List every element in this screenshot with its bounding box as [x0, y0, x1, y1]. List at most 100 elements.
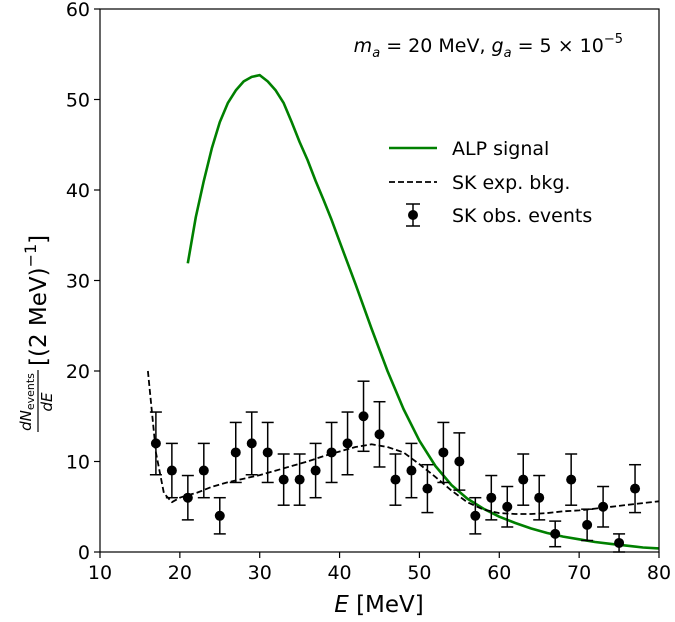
data-marker: [214, 510, 225, 521]
data-marker: [358, 411, 369, 422]
data-marker: [502, 501, 513, 512]
data-marker: [326, 447, 337, 458]
svg-text:dNevents: dNevents: [17, 373, 37, 431]
ga-value: = 5 × 10: [512, 35, 604, 57]
legend: ALP signal SK exp. bkg. SK obs. events: [389, 138, 592, 227]
x-tick-label: 40: [327, 562, 351, 584]
data-marker: [614, 537, 625, 548]
sk-obs-point: [421, 463, 434, 514]
ma-value: = 20 MeV,: [380, 35, 491, 57]
ga-symbol: g: [492, 35, 504, 57]
sk-obs-point: [565, 453, 578, 506]
ga-exponent: −5: [604, 32, 623, 47]
sk-obs-point: [341, 411, 354, 476]
data-marker: [262, 447, 273, 458]
sk-obs-point: [149, 411, 162, 476]
plot-frame: [99, 8, 660, 553]
data-marker: [278, 474, 289, 485]
data-marker: [582, 519, 593, 530]
x-tick-label: 10: [88, 562, 112, 584]
x-axis-symbol: E: [334, 592, 349, 618]
data-marker: [486, 492, 497, 503]
data-marker: [342, 438, 353, 449]
x-tick-label: 50: [407, 562, 431, 584]
sk-obs-point: [197, 442, 210, 499]
data-marker: [390, 474, 401, 485]
x-tick-label: 30: [248, 562, 272, 584]
data-marker: [438, 447, 449, 458]
y-axis-unit-close: ]: [26, 235, 52, 244]
y-axis-numerator-sub: events: [24, 373, 37, 410]
sk-obs-point: [277, 453, 290, 506]
x-tick-label: 70: [567, 562, 591, 584]
y-tick-label: 0: [78, 542, 90, 564]
sk-obs-point: [293, 453, 306, 506]
data-marker: [374, 429, 385, 440]
data-marker: [182, 492, 193, 503]
ma-symbol: m: [354, 35, 373, 57]
sk-obs-point: [405, 442, 418, 499]
data-marker: [534, 492, 545, 503]
sk-obs-point: [437, 421, 450, 484]
data-marker: [310, 465, 321, 476]
sk-obs-point: [373, 400, 386, 468]
x-tick-label: 60: [487, 562, 511, 584]
sk-obs-point: [501, 485, 514, 528]
data-marker: [150, 438, 161, 449]
x-axis-unit: [MeV]: [349, 592, 424, 618]
ma-subscript: a: [372, 46, 380, 61]
data-marker: [454, 456, 465, 467]
legend-label-sk-obs: SK obs. events: [452, 205, 592, 227]
data-marker: [422, 483, 433, 494]
series-layer: [147, 73, 660, 553]
sk-obs-point: [357, 380, 370, 453]
sk-obs-point: [581, 508, 594, 542]
x-tick-label: 20: [168, 562, 192, 584]
sk-obs-point: [389, 453, 402, 506]
sk-obs-point: [485, 474, 498, 521]
sk-obs-point: [261, 421, 274, 484]
legend-swatch-sk-obs: [406, 203, 420, 227]
alp-signal-line: [186, 73, 660, 550]
sk-obs-point: [517, 453, 530, 506]
data-marker: [406, 465, 417, 476]
data-marker: [598, 501, 609, 512]
y-tick-label: 40: [66, 180, 90, 202]
sk-bkg-line: [147, 370, 660, 515]
y-tick-label: 20: [66, 361, 90, 383]
sk-obs-point: [597, 485, 610, 528]
sk-obs-point: [549, 520, 562, 548]
data-marker: [630, 483, 641, 494]
sk-obs-point: [245, 411, 258, 476]
sk-obs-point: [165, 442, 178, 499]
y-tick-label: 30: [66, 271, 90, 293]
sk-obs-point: [213, 496, 226, 535]
y-axis-numerator: dN: [17, 410, 35, 431]
sk-obs-point: [325, 421, 338, 484]
y-axis-unit: [(2 MeV): [26, 267, 52, 366]
legend-label-sk-bkg: SK exp. bkg.: [452, 172, 570, 194]
sk-obs-point: [309, 442, 322, 499]
y-tick-label: 10: [66, 452, 90, 474]
sk-obs-point: [469, 496, 482, 535]
data-marker: [198, 465, 209, 476]
legend-label-alp-signal: ALP signal: [452, 138, 549, 160]
data-marker: [518, 474, 529, 485]
sk-obs-point: [533, 474, 546, 521]
data-marker: [550, 528, 561, 539]
y-tick-label: 50: [66, 90, 90, 112]
y-axis-unit-exponent: −1: [21, 244, 40, 268]
sk-obs-point: [453, 432, 466, 491]
data-marker: [470, 510, 481, 521]
data-marker: [230, 447, 241, 458]
ga-subscript: a: [504, 46, 512, 61]
data-marker: [566, 474, 577, 485]
y-tick-label: 60: [66, 0, 90, 21]
sk-obs-point: [629, 463, 642, 514]
x-tick-label: 80: [647, 562, 671, 584]
sk-obs-point: [181, 474, 194, 521]
data-marker: [166, 465, 177, 476]
svg-text:[(2 MeV)−1]: [(2 MeV)−1]: [21, 235, 52, 366]
